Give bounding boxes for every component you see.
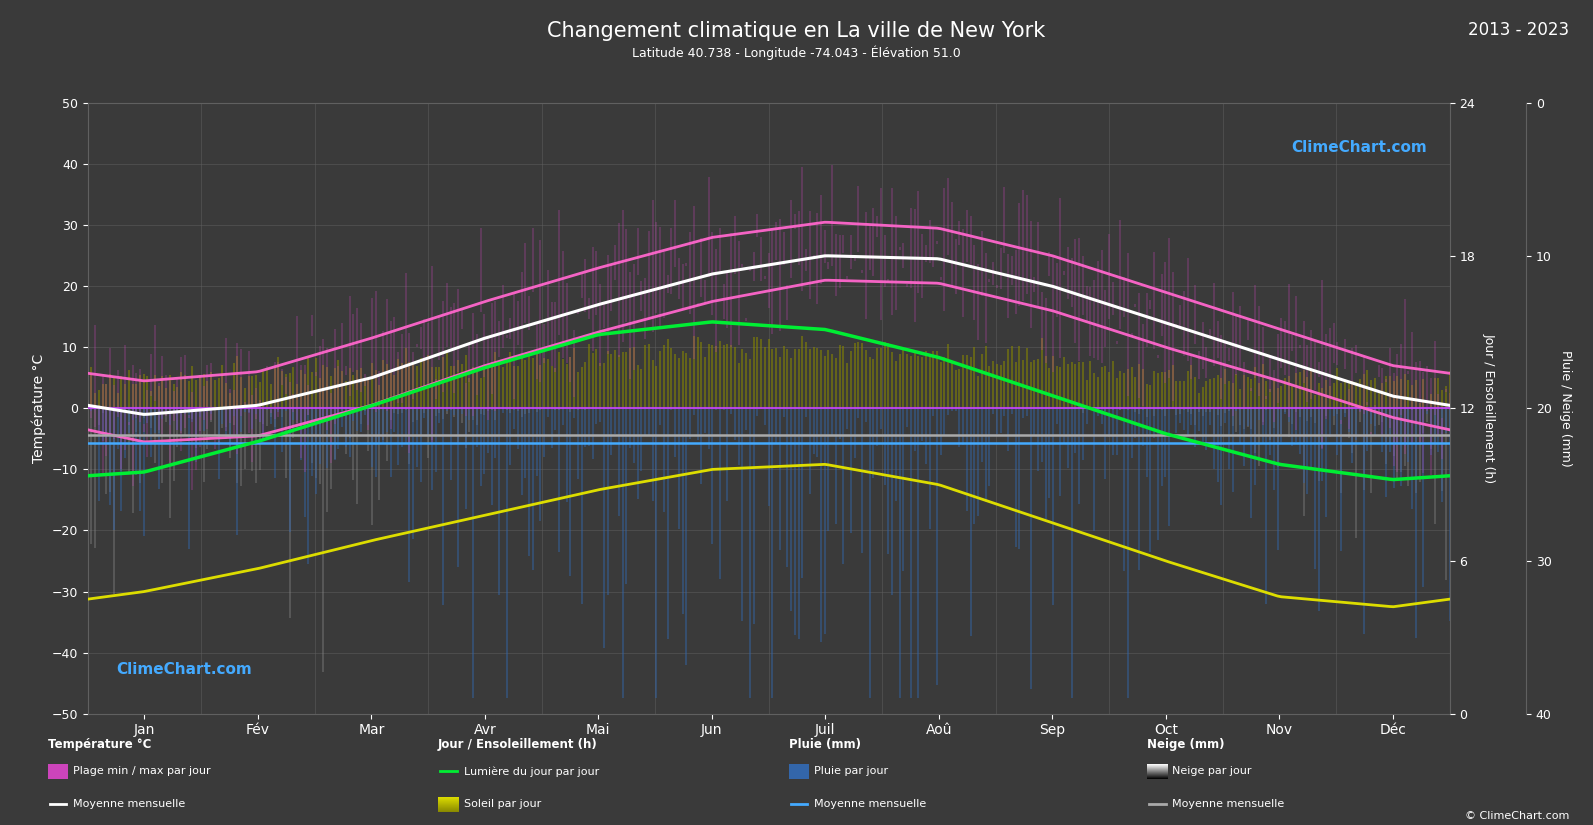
Text: ClimeChart.com: ClimeChart.com	[1292, 139, 1427, 155]
Text: Température °C: Température °C	[48, 738, 151, 752]
Text: Pluie par jour: Pluie par jour	[814, 766, 889, 776]
Text: Changement climatique en La ville de New York: Changement climatique en La ville de New…	[548, 21, 1045, 40]
Text: Jour / Ensoleillement (h): Jour / Ensoleillement (h)	[438, 738, 597, 752]
Text: 2013 - 2023: 2013 - 2023	[1469, 21, 1569, 39]
Text: Latitude 40.738 - Longitude -74.043 - Élévation 51.0: Latitude 40.738 - Longitude -74.043 - Él…	[632, 45, 961, 60]
Text: Moyenne mensuelle: Moyenne mensuelle	[814, 799, 926, 809]
Y-axis label: Pluie / Neige (mm): Pluie / Neige (mm)	[1560, 350, 1572, 467]
Text: Soleil par jour: Soleil par jour	[464, 799, 540, 809]
Text: Moyenne mensuelle: Moyenne mensuelle	[1172, 799, 1284, 809]
Text: Moyenne mensuelle: Moyenne mensuelle	[73, 799, 185, 809]
Text: Neige par jour: Neige par jour	[1172, 766, 1252, 776]
Text: ClimeChart.com: ClimeChart.com	[116, 662, 252, 677]
Y-axis label: Jour / Ensoleillement (h): Jour / Ensoleillement (h)	[1483, 333, 1496, 483]
Text: Neige (mm): Neige (mm)	[1147, 738, 1225, 752]
Y-axis label: Température °C: Température °C	[32, 354, 46, 463]
Text: Plage min / max par jour: Plage min / max par jour	[73, 766, 210, 776]
Text: Lumière du jour par jour: Lumière du jour par jour	[464, 766, 599, 776]
Text: Pluie (mm): Pluie (mm)	[789, 738, 860, 752]
Text: © ClimeChart.com: © ClimeChart.com	[1464, 811, 1569, 821]
